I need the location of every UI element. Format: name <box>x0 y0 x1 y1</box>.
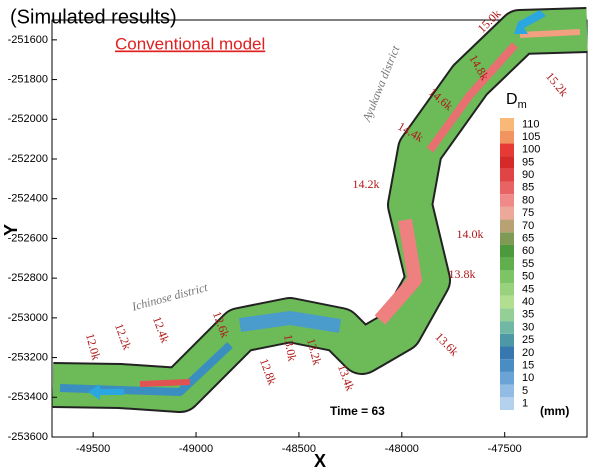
colorbar-label: 25 <box>522 334 534 346</box>
colorbar-cell <box>500 194 514 207</box>
chart-subtitle: Conventional model <box>115 34 265 53</box>
y-tick-label: -252200 <box>8 153 48 165</box>
colorbar-cell <box>500 219 514 233</box>
colorbar-cell <box>500 143 514 157</box>
km-label: 13.2k <box>304 337 325 367</box>
colorbar-label: 95 <box>522 156 534 168</box>
x-tick-label: -48500 <box>282 443 316 455</box>
colorbar-label: 85 <box>522 182 534 194</box>
y-tick-label: -252600 <box>8 232 48 244</box>
colorbar-label: 110 <box>522 118 540 130</box>
colorbar-label: 45 <box>522 283 534 295</box>
colorbar-cell <box>500 283 514 296</box>
y-axis-label: Y <box>1 224 21 236</box>
colorbar-label: 5 <box>522 385 528 397</box>
colorbar-title-sub: m <box>518 99 527 111</box>
colorbar-cell <box>500 244 514 258</box>
colorbar-label: 20 <box>522 347 534 359</box>
colorbar-unit: (mm) <box>540 404 569 418</box>
colorbar-cell <box>500 168 514 182</box>
colorbar-label: 70 <box>522 220 534 232</box>
colorbar-label: 105 <box>522 131 540 143</box>
colorbar-label: 40 <box>522 296 534 308</box>
y-tick-label: -252800 <box>8 272 48 284</box>
colorbar-label: 75 <box>522 207 534 219</box>
colorbar-cell <box>500 333 514 347</box>
flow-arrow <box>514 10 546 34</box>
colorbar-label: 30 <box>522 321 534 333</box>
x-tick-label: -47500 <box>488 443 522 455</box>
km-label: 13.0k <box>281 333 299 362</box>
colorbar-cell <box>500 295 514 309</box>
colorbar-cell <box>500 397 514 410</box>
colorbar-label: 35 <box>522 309 534 321</box>
colorbar-cell <box>500 206 514 220</box>
y-tick-label: -253200 <box>8 351 48 363</box>
colorbar-cell <box>500 346 514 360</box>
colorbar-cell <box>500 384 514 398</box>
colorbar-cell <box>500 308 514 322</box>
colorbar-label: 100 <box>522 144 540 156</box>
y-tick-label: -253600 <box>8 431 48 443</box>
colorbar-cell <box>500 156 514 169</box>
colorbar-cell <box>500 118 514 131</box>
x-tick-label: -49000 <box>179 443 213 455</box>
y-tick-label: -251800 <box>8 73 48 85</box>
colorbar-cell <box>500 130 514 144</box>
x-tick-label: -48000 <box>385 443 419 455</box>
colorbar-cell <box>500 321 514 334</box>
colorbar-label: 90 <box>522 169 534 181</box>
y-tick-label: -252400 <box>8 193 48 205</box>
colorbar-cell <box>500 270 514 284</box>
km-label: 12.0k <box>83 332 104 362</box>
y-tick-label: -253400 <box>8 391 48 403</box>
time-label: Time = 63 <box>330 404 385 418</box>
km-label: 14.0k <box>457 227 484 241</box>
colorbar-label: 15 <box>522 359 534 371</box>
colorbar-label: 1 <box>522 398 528 410</box>
x-axis-label: X <box>314 451 326 471</box>
colorbar-label: 60 <box>522 245 534 257</box>
colorbar-label: 65 <box>522 233 534 245</box>
river <box>52 7 588 413</box>
km-label: 13.8k <box>449 267 476 281</box>
colorbar-cell <box>500 232 514 245</box>
colorbar-title-main: D <box>506 91 518 108</box>
colorbar-title: Dm <box>506 91 527 111</box>
colorbar-label: 50 <box>522 271 534 283</box>
y-tick-label: -252000 <box>8 113 48 125</box>
colorbar-label: 80 <box>522 194 534 206</box>
colorbar-cell <box>500 371 514 385</box>
flow-arrow <box>88 384 124 400</box>
chart-title: (Simulated results) <box>10 6 177 28</box>
km-label: 14.2k <box>353 177 380 191</box>
x-tick-label: -49500 <box>76 443 110 455</box>
y-tick-label: -251600 <box>8 34 48 46</box>
colorbar-cell <box>500 359 514 372</box>
colorbar-cell <box>500 181 514 195</box>
colorbar-label: 10 <box>522 372 534 384</box>
y-tick-label: -253000 <box>8 312 48 324</box>
colorbar-cell <box>500 257 514 271</box>
colorbar-label: 55 <box>522 258 534 270</box>
